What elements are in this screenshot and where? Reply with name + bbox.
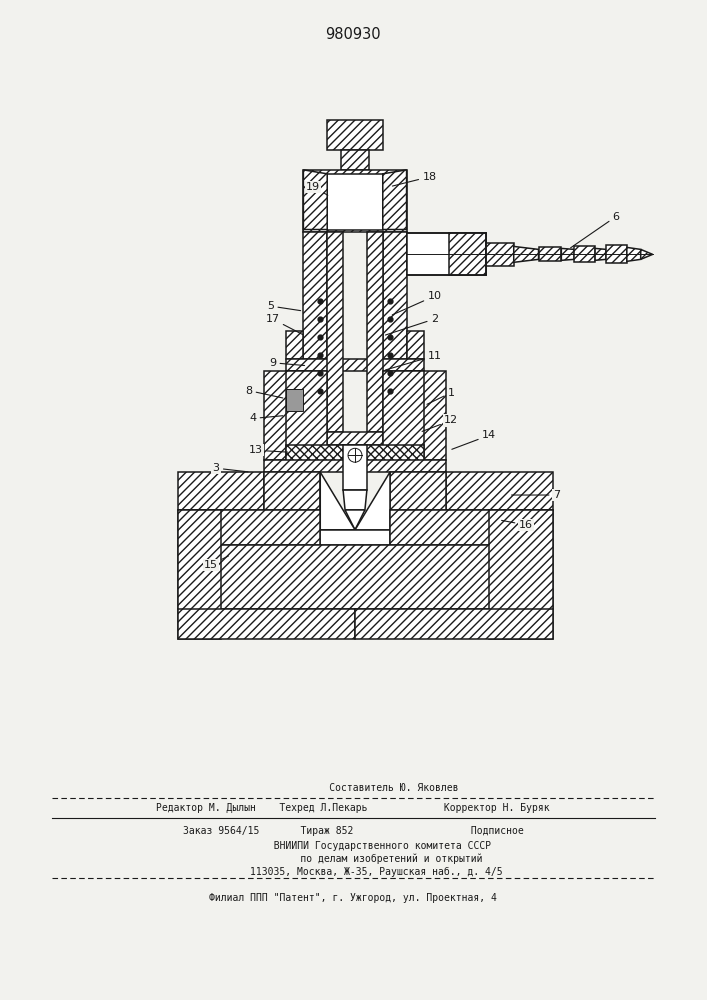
Polygon shape [355,472,390,530]
Text: 17: 17 [266,314,303,335]
Text: по делам изобретений и открытий: по делам изобретений и открытий [223,854,482,864]
Text: 10: 10 [392,291,441,315]
Text: 6: 6 [571,212,619,248]
Text: 1: 1 [427,388,455,404]
Polygon shape [327,120,382,150]
Polygon shape [264,460,446,472]
Polygon shape [390,472,446,510]
Polygon shape [303,170,327,230]
Polygon shape [382,232,407,359]
Text: 9: 9 [269,358,305,368]
Polygon shape [574,246,595,262]
Text: 11: 11 [385,351,441,370]
Text: 980930: 980930 [325,27,381,42]
Polygon shape [489,510,554,639]
Text: 16: 16 [501,520,532,530]
Text: 18: 18 [392,172,436,186]
Polygon shape [367,232,382,432]
Polygon shape [327,232,343,432]
Polygon shape [264,371,303,460]
Polygon shape [327,432,382,445]
Text: 15: 15 [204,556,228,570]
Polygon shape [407,331,424,359]
Polygon shape [343,445,367,490]
Polygon shape [286,445,424,462]
Polygon shape [178,510,221,639]
Polygon shape [606,245,627,263]
Polygon shape [286,389,303,410]
Text: ВНИИПИ Государственного комитета СССР: ВНИИПИ Государственного комитета СССР [215,841,491,851]
Text: 113035, Москва, Ж-35, Раушская наб., д. 4/5: 113035, Москва, Ж-35, Раушская наб., д. … [203,867,503,877]
Polygon shape [355,609,554,639]
Polygon shape [341,150,369,170]
Polygon shape [539,247,561,261]
Polygon shape [343,490,367,510]
Polygon shape [178,609,355,639]
Polygon shape [407,239,479,269]
Polygon shape [407,371,446,460]
Text: Составитель Ю. Яковлев: Составитель Ю. Яковлев [247,783,459,793]
Text: 4: 4 [250,413,283,423]
Polygon shape [286,371,327,460]
Text: 5: 5 [267,301,300,311]
Text: 14: 14 [452,430,496,449]
Polygon shape [514,246,539,262]
Polygon shape [178,545,554,609]
Text: 3: 3 [213,463,248,473]
Polygon shape [178,510,320,545]
Text: 13: 13 [249,445,288,455]
Polygon shape [327,174,382,230]
Polygon shape [286,359,424,371]
Text: 7: 7 [512,490,560,500]
Polygon shape [446,472,554,510]
Polygon shape [486,243,514,266]
Text: 19: 19 [306,182,328,195]
Polygon shape [320,472,355,530]
Text: Редактор М. Дылын    Техред Л.Пекарь             Корректор Н. Буряк: Редактор М. Дылын Техред Л.Пекарь Коррек… [156,803,550,813]
Polygon shape [641,249,653,259]
Polygon shape [382,170,407,230]
Polygon shape [407,233,486,275]
Polygon shape [303,232,327,359]
Text: 12: 12 [422,415,458,431]
Text: Заказ 9564/15       Тираж 852                    Подписное: Заказ 9564/15 Тираж 852 Подписное [182,826,523,836]
Polygon shape [286,331,303,359]
Polygon shape [627,247,641,261]
Polygon shape [390,510,554,545]
Polygon shape [178,472,264,510]
Polygon shape [320,530,390,545]
Text: 8: 8 [245,386,283,398]
Polygon shape [303,170,407,232]
Text: Филиал ППП "Патент", г. Ужгород, ул. Проектная, 4: Филиал ППП "Патент", г. Ужгород, ул. Про… [209,893,497,903]
Polygon shape [264,472,320,510]
Polygon shape [382,371,424,460]
Polygon shape [561,248,574,260]
Polygon shape [449,233,486,275]
Text: 2: 2 [385,314,438,335]
Polygon shape [595,248,606,260]
Polygon shape [345,510,365,530]
